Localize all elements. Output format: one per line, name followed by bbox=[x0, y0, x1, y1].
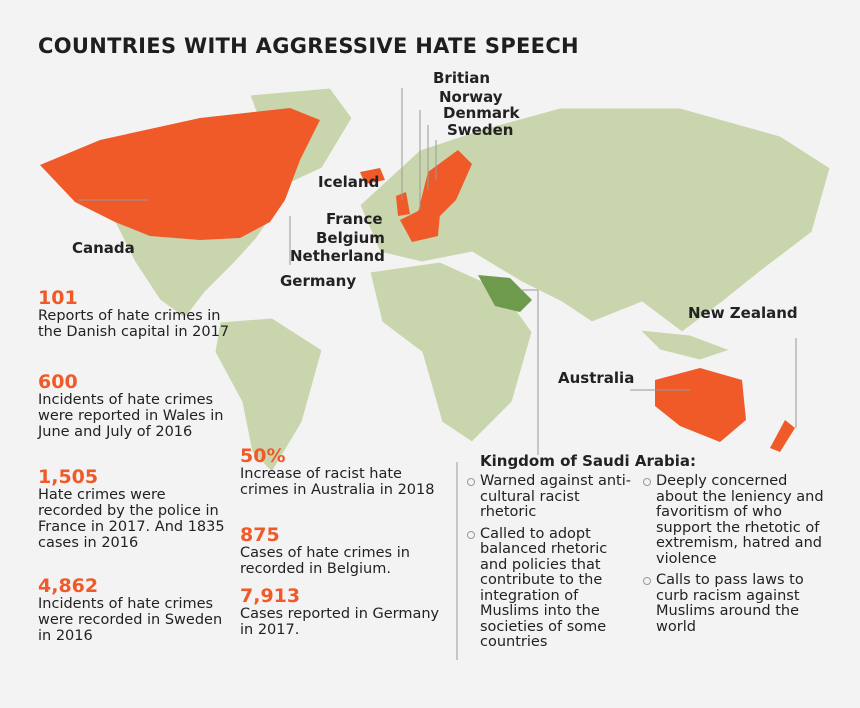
bullet-column: Deeply concerned about the leniency and … bbox=[641, 473, 831, 641]
stat-block: 1,505 Hate crimes were recorded by the po… bbox=[38, 467, 230, 551]
south-america bbox=[214, 317, 323, 473]
stat-value: 1,505 bbox=[38, 466, 99, 488]
stat-text: Reports of hate crimes in the Danish cap… bbox=[38, 308, 230, 340]
stat-block: 101 Reports of hate crimes in the Danish … bbox=[38, 288, 230, 340]
map-label: Denmark bbox=[443, 104, 520, 122]
map-label: Belgium bbox=[316, 229, 385, 247]
map-label: New Zealand bbox=[688, 304, 798, 322]
stat-value: 600 bbox=[38, 371, 78, 393]
bullet-column: Warned against anti-cultural racist rhet… bbox=[465, 473, 635, 657]
britain bbox=[396, 192, 410, 216]
stat-text: Hate crimes were recorded by the police … bbox=[38, 487, 225, 551]
southeast-asia bbox=[638, 329, 732, 361]
saudi-arabia bbox=[478, 275, 532, 312]
map-label: Sweden bbox=[447, 121, 514, 139]
saudi-title: Kingdom of Saudi Arabia: bbox=[480, 452, 696, 470]
stat-block: 50% Increase of racist hate crimes in Aus… bbox=[240, 446, 445, 498]
leader-line bbox=[520, 289, 539, 455]
title: COUNTRIES WITH AGGRESSIVE HATE SPEECH bbox=[38, 34, 579, 58]
bullet: Calls to pass laws to curb racism agains… bbox=[641, 572, 831, 635]
map-label: Netherland bbox=[290, 247, 385, 265]
stat-block: 600 Incidents of hate crimes were reporte… bbox=[38, 372, 230, 440]
map-label: Norway bbox=[439, 88, 503, 106]
bullet: Warned against anti-cultural racist rhet… bbox=[465, 473, 635, 521]
map-label: Iceland bbox=[318, 173, 380, 191]
stat-block: 875 Cases of hate crimes in recorded in B… bbox=[240, 525, 445, 577]
canada bbox=[40, 108, 320, 240]
stat-value: 4,862 bbox=[38, 575, 99, 597]
iceland bbox=[360, 168, 385, 184]
map-label: Germany bbox=[280, 272, 357, 290]
bullet: Called to adopt balanced rhetoric and po… bbox=[465, 526, 635, 651]
map-label: France bbox=[326, 210, 383, 228]
stat-text: Incidents of hate crimes were recorded i… bbox=[38, 596, 223, 644]
stat-value: 50% bbox=[240, 445, 286, 467]
scandinavia bbox=[418, 150, 472, 216]
western-europe bbox=[400, 210, 440, 242]
bullet: Deeply concerned about the leniency and … bbox=[641, 473, 831, 567]
stat-block: 4,862 Incidents of hate crimes were recor… bbox=[38, 576, 230, 644]
new-zealand bbox=[770, 420, 795, 452]
eurasia bbox=[359, 107, 831, 333]
australia bbox=[655, 368, 746, 442]
map-label: Britian bbox=[433, 69, 491, 87]
africa bbox=[369, 261, 533, 443]
stat-value: 101 bbox=[38, 287, 78, 309]
map-label: Australia bbox=[558, 369, 635, 387]
stat-text: Cases reported in Germany in 2017. bbox=[240, 606, 440, 638]
stat-text: Incidents of hate crimes were reported i… bbox=[38, 392, 224, 440]
stat-value: 875 bbox=[240, 524, 280, 546]
map-label: Canada bbox=[72, 239, 135, 257]
stat-text: Increase of racist hate crimes in Austra… bbox=[240, 466, 435, 498]
stat-text: Cases of hate crimes in recorded in Belg… bbox=[240, 545, 410, 577]
stat-value: 7,913 bbox=[240, 585, 301, 607]
stat-block: 7,913 Cases reported in Germany in 2017. bbox=[240, 586, 445, 638]
